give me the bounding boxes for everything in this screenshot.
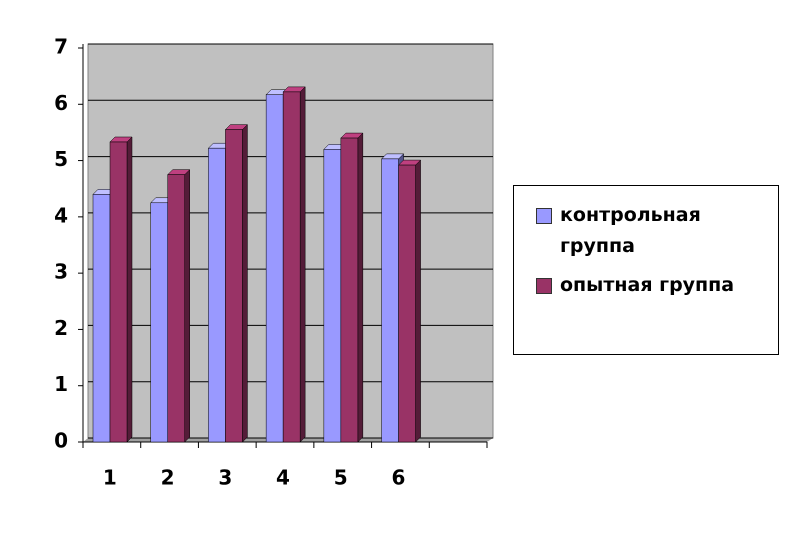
bar <box>109 141 128 443</box>
bar <box>381 158 399 443</box>
legend-item: опытная группа <box>536 270 768 301</box>
x-tick-label: 3 <box>218 466 232 490</box>
y-tick-label: 4 <box>54 203 68 227</box>
bar-side <box>184 169 190 443</box>
bar-side <box>242 124 248 443</box>
bar <box>398 164 416 443</box>
bar <box>340 137 359 443</box>
y-tick-label: 3 <box>54 260 68 284</box>
bar <box>150 202 168 443</box>
y-tick-label: 1 <box>54 372 68 396</box>
legend-label: контрольная группа <box>560 204 701 257</box>
bar <box>265 94 284 443</box>
y-tick-label: 0 <box>54 429 68 453</box>
legend-item: контрольная группа <box>536 200 768 262</box>
legend-swatch <box>536 208 552 224</box>
bar <box>92 194 111 443</box>
legend: контрольная группа опытная группа <box>513 185 779 355</box>
bar <box>323 149 342 443</box>
bar <box>225 129 243 443</box>
y-tick-label: 6 <box>54 91 68 115</box>
bar <box>282 91 301 443</box>
bar-side <box>126 136 133 443</box>
legend-swatch <box>536 278 552 294</box>
x-tick-label: 2 <box>161 466 175 490</box>
x-tick-label: 1 <box>103 466 117 490</box>
bar-side <box>415 159 421 443</box>
y-tick-label: 5 <box>54 147 68 171</box>
bar <box>167 174 185 443</box>
bar-side <box>299 86 306 443</box>
bar-side <box>357 132 364 443</box>
legend-label: опытная группа <box>560 274 735 296</box>
y-tick-label: 2 <box>54 316 68 340</box>
x-tick-label: 4 <box>276 466 290 490</box>
x-tick-label: 5 <box>334 466 348 490</box>
x-tick-label: 6 <box>391 466 405 490</box>
y-tick-label: 7 <box>54 35 68 59</box>
bar <box>208 147 226 443</box>
